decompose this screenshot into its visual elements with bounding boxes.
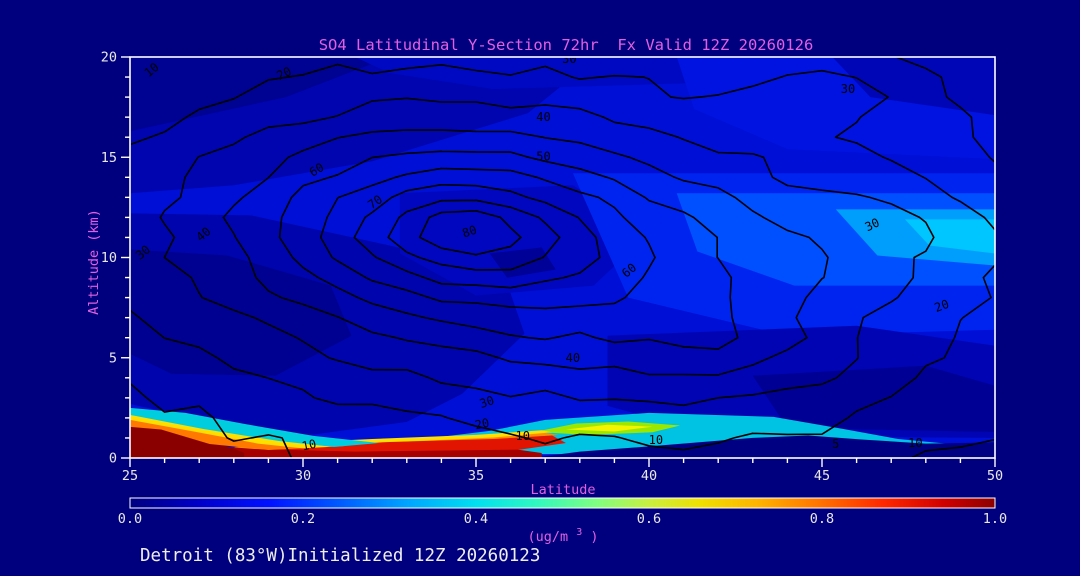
contour-level-30 xyxy=(130,63,995,451)
colorbar-tick-label: 0.6 xyxy=(637,511,661,527)
y-axis-title: Altitude (km) xyxy=(86,209,102,315)
x-tick-label: 50 xyxy=(987,468,1003,484)
fill-region-left-blob-cyan xyxy=(130,407,380,447)
fill-region-top-right-dark xyxy=(832,57,995,116)
fill-regions xyxy=(130,57,995,458)
colorbar-unit-suffix: ) xyxy=(590,529,598,545)
fill-region-left-blob-dark-red xyxy=(130,426,245,458)
contour-label: 10 xyxy=(908,436,922,450)
contour-label: 50 xyxy=(536,149,550,163)
contour-lines xyxy=(130,57,995,458)
y-tick-label: 15 xyxy=(101,150,117,166)
contour-level-40 xyxy=(159,97,935,407)
x-tick-label: 45 xyxy=(814,468,830,484)
colorbar-tick-label: 0.2 xyxy=(291,511,315,527)
contour-label: 20 xyxy=(933,297,951,315)
contour-level-80 xyxy=(353,183,601,289)
colorbar-unit-superscript: 3 xyxy=(576,527,582,538)
y-tick-label: 10 xyxy=(101,250,117,266)
contour-label: 20 xyxy=(275,64,294,83)
contour-label: 20 xyxy=(474,416,491,433)
x-tick-label: 40 xyxy=(641,468,657,484)
colorbar-tick-label: 0.4 xyxy=(464,511,488,527)
contour-label: 30 xyxy=(562,52,576,66)
contour-label: 30 xyxy=(863,215,882,234)
colorbar-unit-label: (ug/m 3 ) xyxy=(527,523,598,545)
y-tick-label: 5 xyxy=(109,350,117,366)
contour-level-50 xyxy=(222,129,829,376)
contour-label: 60 xyxy=(307,160,327,179)
contour-label: 40 xyxy=(536,110,550,124)
page-title: SO4 Latitudinal Y-Section 72hr Fx Valid … xyxy=(319,36,814,54)
contour-label: 40 xyxy=(566,351,580,365)
fill-region-bottom-right-core xyxy=(752,365,995,432)
contour-label: 10 xyxy=(515,429,529,443)
contour-label: 30 xyxy=(841,82,855,96)
contour-label: 5 xyxy=(832,437,839,451)
contour-level-90 xyxy=(387,199,561,271)
contour-level-60 xyxy=(278,150,739,350)
axis-ticks xyxy=(121,56,996,467)
x-tick-label: 30 xyxy=(295,468,311,484)
y-tick-label: 20 xyxy=(101,50,117,66)
fill-region-surface-navy-wedge xyxy=(531,435,995,458)
fill-region-surface-yellow-streak xyxy=(566,424,653,432)
contour-label: 10 xyxy=(301,437,318,454)
contour-label: 70 xyxy=(365,192,385,212)
contour-level-70 xyxy=(319,167,656,310)
contour-level-100 xyxy=(418,210,522,256)
x-axis-title: Latitude xyxy=(530,482,595,498)
colorbar-unit-prefix: (ug/m xyxy=(527,529,568,545)
contour-level-20 xyxy=(130,57,995,458)
colorbar-tick-label: 0.8 xyxy=(810,511,834,527)
colorbar-tick-label: 0.0 xyxy=(118,511,142,527)
x-tick-label: 35 xyxy=(468,468,484,484)
contour-label: 30 xyxy=(478,393,496,411)
colorbar-tick-label: 1.0 xyxy=(983,511,1007,527)
y-tick-label: 0 xyxy=(109,451,117,467)
fill-region-top-mid-band xyxy=(354,57,788,90)
x-tick-label: 25 xyxy=(122,468,138,484)
contour-label: 80 xyxy=(461,223,479,241)
tick-labels: 25 30 35 40 45 50 0 5 10 15 20 xyxy=(101,50,1003,485)
footer-run-info: Detroit (83°W)Initialized 12Z 20260123 xyxy=(140,546,540,566)
fill-region-right-cyan-bright xyxy=(905,219,995,254)
contour-label: 10 xyxy=(649,433,663,447)
colorbar xyxy=(129,497,996,509)
